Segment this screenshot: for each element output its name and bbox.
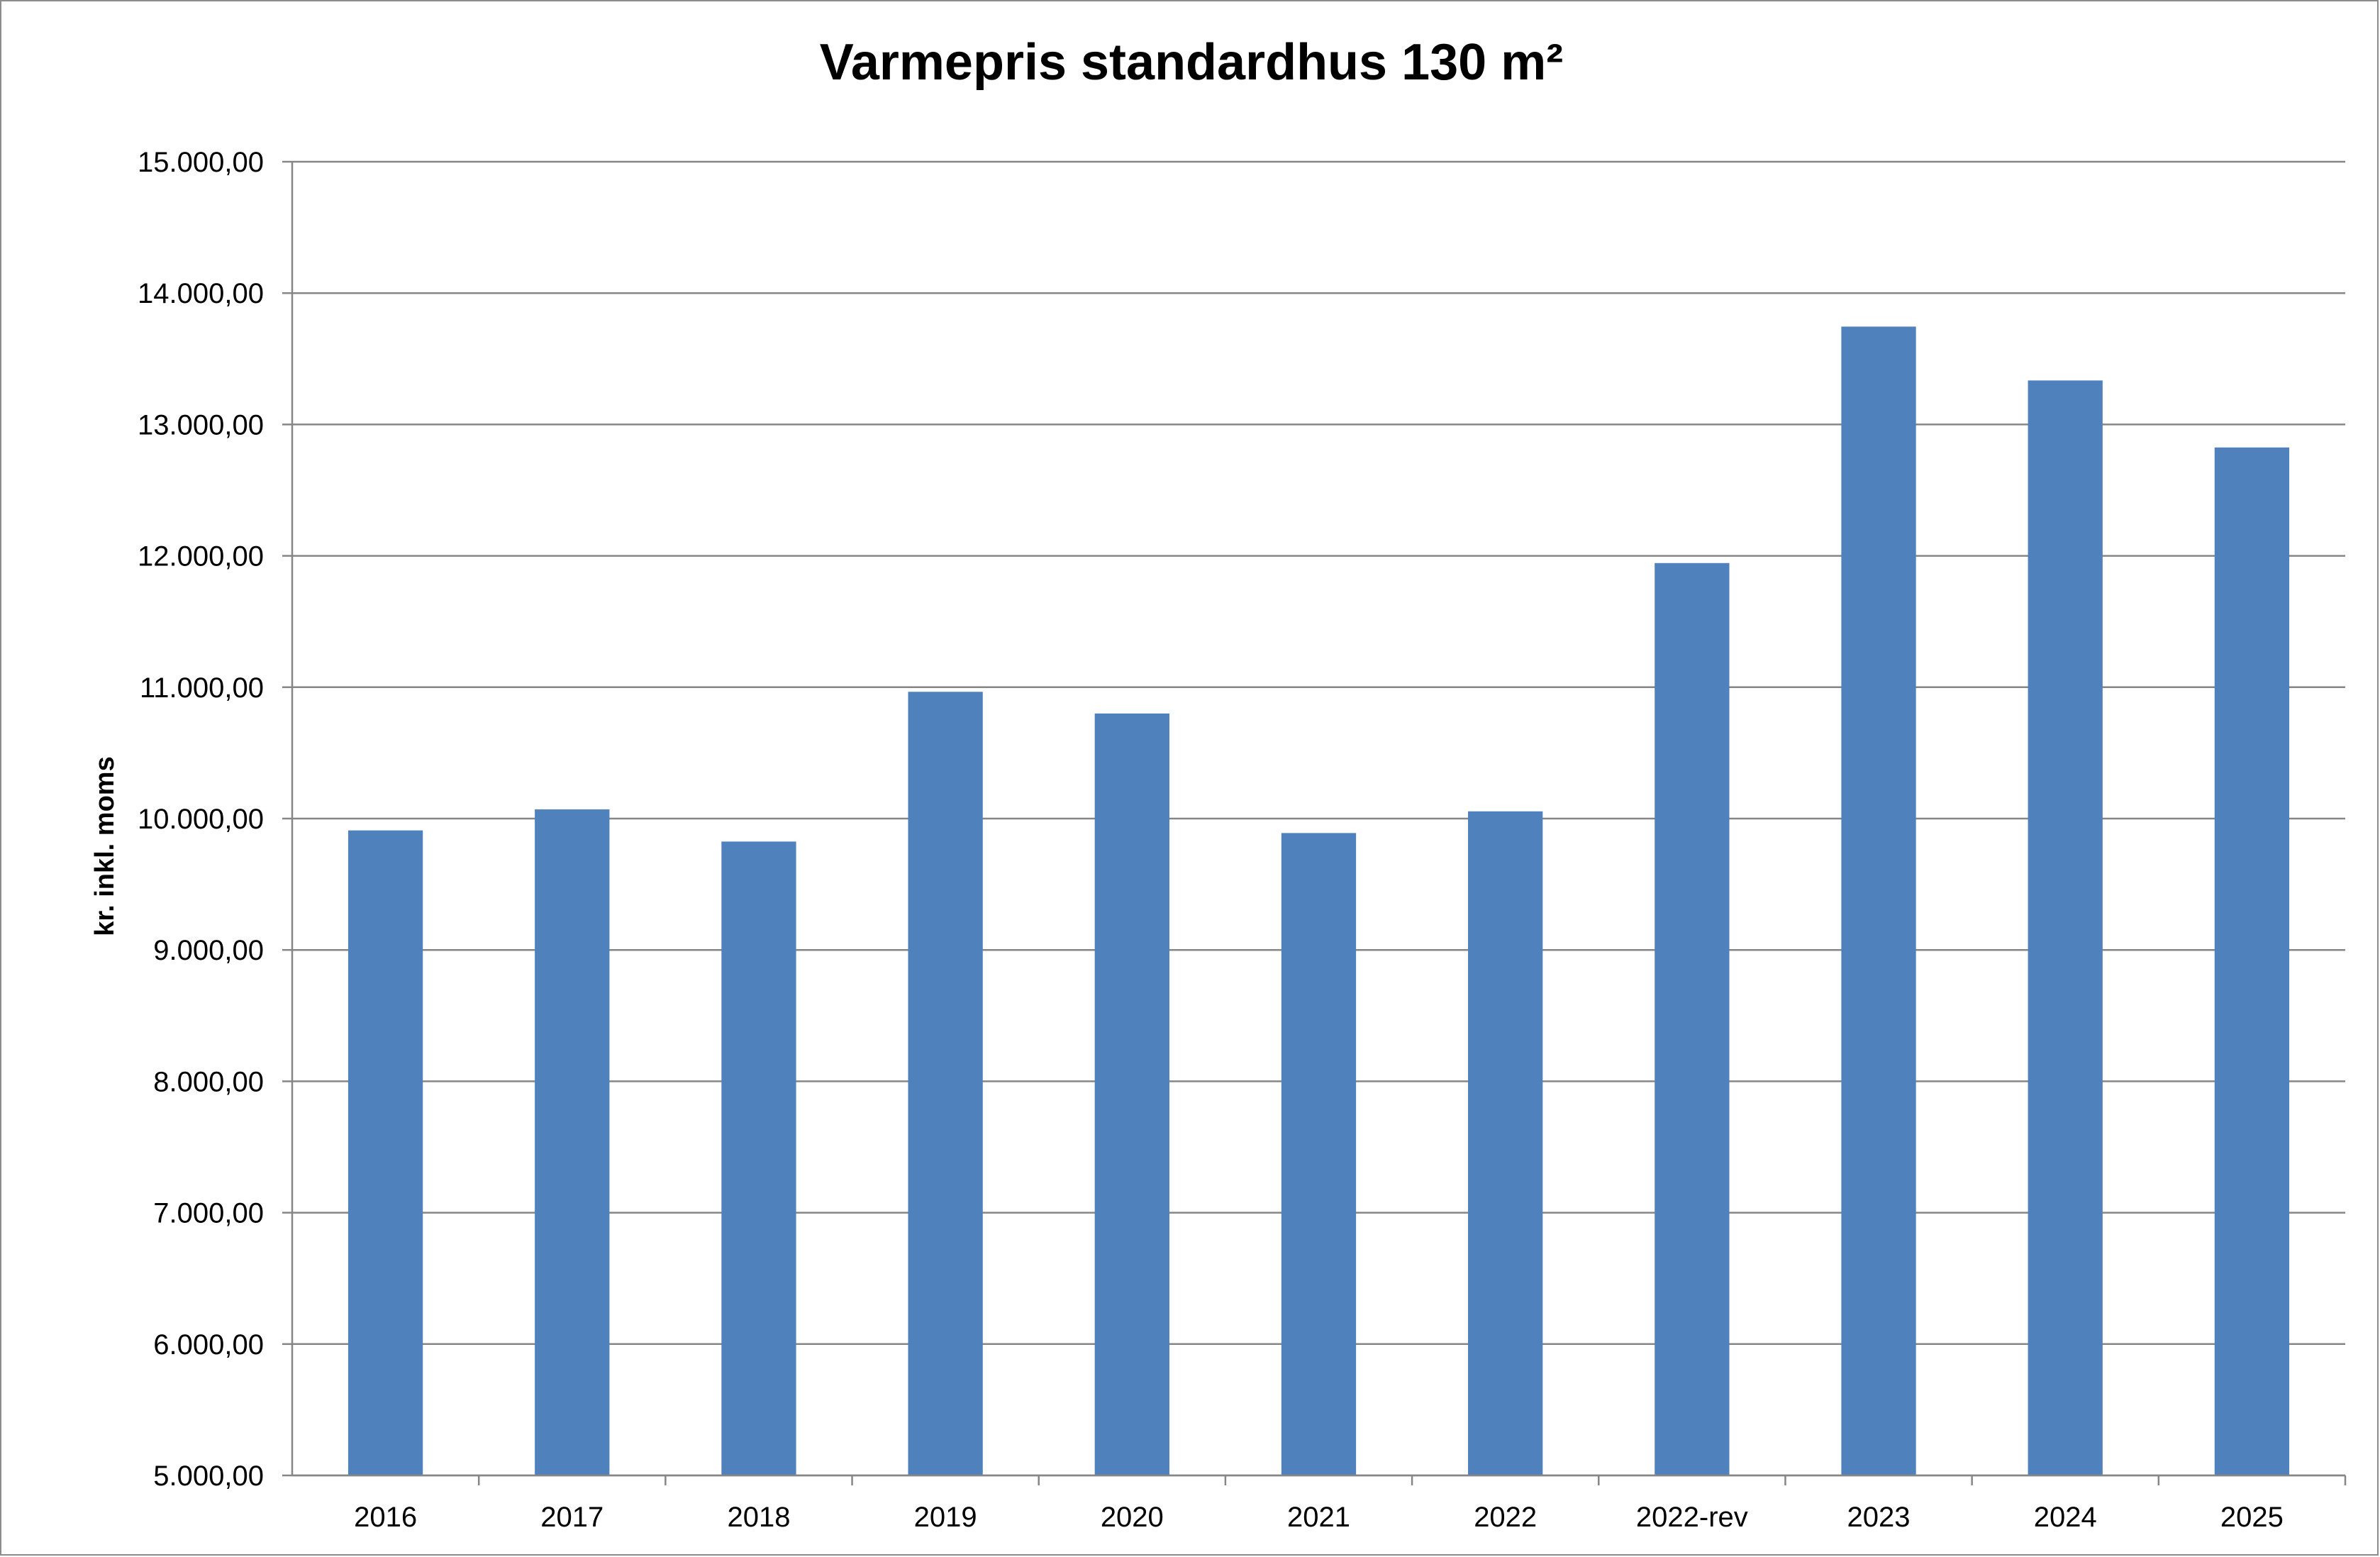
y-tick-label: 8.000,00 <box>153 1066 264 1097</box>
y-tick-label: 12.000,00 <box>138 541 264 572</box>
x-tick-label: 2025 <box>2220 1502 2284 1533</box>
x-tick-label: 2022-rev <box>1636 1502 1748 1533</box>
bar-2024 <box>2028 380 2103 1476</box>
x-tick-label: 2017 <box>540 1502 604 1533</box>
bar-2023 <box>1841 326 1916 1475</box>
y-tick-label: 9.000,00 <box>153 935 264 966</box>
x-tick-label: 2019 <box>914 1502 977 1533</box>
x-tick-label: 2020 <box>1101 1502 1164 1533</box>
y-tick-label: 14.000,00 <box>138 278 264 309</box>
x-tick-label: 2023 <box>1847 1502 1911 1533</box>
bar-2021 <box>1281 833 1357 1475</box>
y-tick-label: 13.000,00 <box>138 409 264 440</box>
y-axis-ticks: 5.000,00 6.000,00 7.000,00 8.000,00 9.000,00… <box>138 147 264 1492</box>
bar-2022-rev <box>1655 563 1730 1475</box>
y-tick-label: 15.000,00 <box>138 147 264 178</box>
bar-2018 <box>721 841 796 1475</box>
bar-2025 <box>2214 447 2290 1475</box>
y-tick-label: 6.000,00 <box>153 1329 264 1361</box>
y-axis-label: kr. inkl. moms <box>90 756 120 936</box>
y-tick-label: 7.000,00 <box>153 1198 264 1229</box>
bars <box>347 326 2290 1476</box>
bar-2020 <box>1094 713 1169 1475</box>
y-tick-label: 11.000,00 <box>140 672 264 704</box>
bar-2017 <box>535 809 610 1475</box>
x-tick-label: 2024 <box>2034 1502 2097 1533</box>
x-tick-label: 2022 <box>1474 1502 1537 1533</box>
y-tick-label: 10.000,00 <box>138 804 264 835</box>
x-axis-ticks: 2016 2017 2018 2019 2020 2021 2022 2022-rev 2023… <box>292 1474 2347 1533</box>
x-tick-label: 2018 <box>727 1502 790 1533</box>
bar-2016 <box>347 830 423 1475</box>
bar-2022 <box>1468 811 1543 1475</box>
y-tick-label: 5.000,00 <box>153 1461 264 1492</box>
x-tick-label: 2016 <box>354 1502 417 1533</box>
chart-title: Varmepris standardhus 130 m² <box>820 34 1563 91</box>
bar-2019 <box>908 692 983 1475</box>
x-tick-label: 2021 <box>1287 1502 1350 1533</box>
